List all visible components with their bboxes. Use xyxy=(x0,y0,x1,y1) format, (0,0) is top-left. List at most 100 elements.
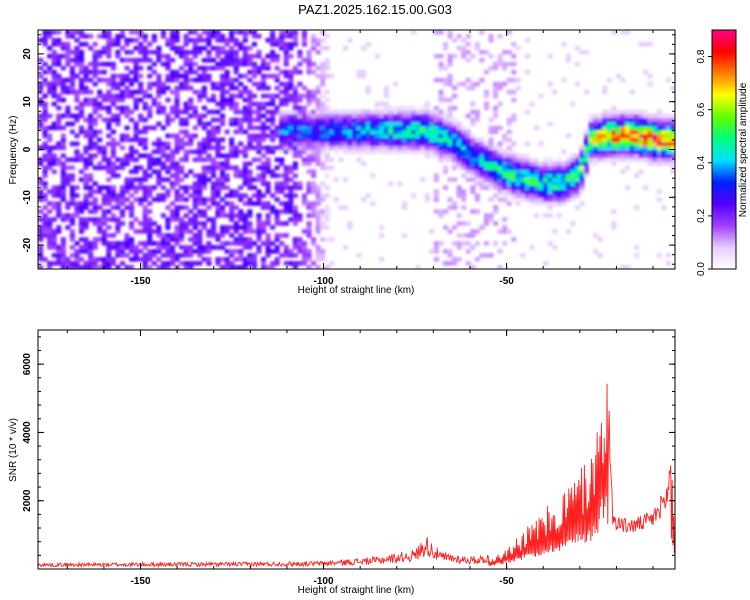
heatmap-cell xyxy=(183,33,189,39)
heatmap-cell xyxy=(229,249,235,254)
heatmap-cell xyxy=(556,181,562,186)
heatmap-cell xyxy=(315,65,321,71)
heatmap-cell xyxy=(233,121,239,127)
heatmap-cell xyxy=(670,129,675,135)
heatmap-cell xyxy=(156,137,162,143)
heatmap-cell xyxy=(524,185,530,190)
heatmap-cell xyxy=(420,177,426,182)
heatmap-cell xyxy=(115,265,121,269)
heatmap-cell xyxy=(247,133,253,139)
heatmap-cell xyxy=(315,137,321,143)
heatmap-cell xyxy=(488,173,494,178)
heatmap-cell xyxy=(47,217,53,222)
heatmap-cell xyxy=(415,121,421,127)
heatmap-cell xyxy=(156,193,162,198)
heatmap-cell xyxy=(297,93,303,99)
heatmap-cell xyxy=(411,117,417,123)
heatmap-cell xyxy=(392,109,399,115)
heatmap-cell xyxy=(56,121,62,127)
heatmap-cell xyxy=(438,93,444,99)
x-tick-label: -100 xyxy=(314,276,334,287)
heatmap-cell xyxy=(629,109,635,115)
heatmap-cell xyxy=(197,149,203,155)
heatmap-cell xyxy=(215,153,221,159)
heatmap-cell xyxy=(179,237,185,242)
heatmap-cell xyxy=(92,153,98,159)
heatmap-cell xyxy=(311,201,317,206)
heatmap-cell xyxy=(561,169,567,174)
heatmap-cell xyxy=(465,113,471,119)
heatmap-cell xyxy=(51,81,57,87)
heatmap-cell xyxy=(42,217,48,222)
heatmap-cell xyxy=(438,53,444,59)
heatmap-cell xyxy=(615,125,621,131)
heatmap-cell xyxy=(356,157,362,163)
heatmap-cell xyxy=(83,193,89,198)
heatmap-cell xyxy=(288,117,294,123)
heatmap-cell xyxy=(543,185,549,190)
heatmap-cell xyxy=(238,249,244,254)
heatmap-cell xyxy=(365,149,371,155)
heatmap-cell xyxy=(320,69,326,75)
heatmap-cell xyxy=(147,125,153,131)
heatmap-cell xyxy=(479,165,485,171)
heatmap-cell xyxy=(201,169,207,174)
heatmap-cell xyxy=(51,233,57,238)
heatmap-cell xyxy=(311,41,317,47)
heatmap-cell xyxy=(634,117,640,123)
heatmap-cell xyxy=(433,137,439,143)
heatmap-cell xyxy=(324,185,330,190)
heatmap-cell xyxy=(265,189,271,194)
heatmap-cell xyxy=(69,245,75,250)
heatmap-cell xyxy=(611,133,617,139)
heatmap-cell xyxy=(215,137,221,143)
heatmap-cell xyxy=(529,157,535,163)
heatmap-cell xyxy=(220,77,226,83)
heatmap-cell xyxy=(174,161,180,167)
heatmap-cell xyxy=(311,125,317,131)
heatmap-cell xyxy=(620,117,626,123)
heatmap-cell xyxy=(370,141,376,147)
heatmap-cell xyxy=(483,181,490,186)
heatmap-cell xyxy=(174,105,180,111)
heatmap-cell xyxy=(92,241,98,246)
heatmap-cell xyxy=(183,61,189,67)
heatmap-cell xyxy=(156,141,162,147)
heatmap-cell xyxy=(238,173,244,178)
heatmap-cell xyxy=(42,185,48,190)
heatmap-cell xyxy=(652,129,658,135)
heatmap-cell xyxy=(220,105,226,111)
heatmap-cell xyxy=(606,133,612,139)
heatmap-cell xyxy=(215,65,221,71)
heatmap-cell xyxy=(124,157,130,163)
heatmap-cell xyxy=(256,173,262,178)
heatmap-cell xyxy=(169,37,176,43)
heatmap-cell xyxy=(565,173,571,178)
heatmap-cell xyxy=(388,113,394,119)
heatmap-cell xyxy=(169,161,176,167)
heatmap-cell xyxy=(301,197,308,202)
heatmap-cell xyxy=(493,85,499,91)
heatmap-cell xyxy=(110,81,116,87)
heatmap-cell xyxy=(447,197,453,202)
heatmap-cell xyxy=(383,117,389,123)
heatmap-cell xyxy=(129,257,135,262)
heatmap-cell xyxy=(442,169,449,174)
heatmap-cell xyxy=(138,181,144,186)
heatmap-cell xyxy=(179,145,185,151)
heatmap-cell xyxy=(465,129,471,135)
heatmap-cell xyxy=(456,193,462,198)
heatmap-cell xyxy=(169,173,176,178)
heatmap-cell xyxy=(179,253,185,258)
heatmap-cell xyxy=(306,97,312,103)
heatmap-cell xyxy=(260,129,267,135)
heatmap-cell xyxy=(51,85,57,91)
heatmap-cell xyxy=(47,189,53,194)
heatmap-cell xyxy=(429,113,435,119)
heatmap-cell xyxy=(138,97,144,103)
heatmap-cell xyxy=(174,197,180,202)
heatmap-cell xyxy=(638,113,644,119)
heatmap-cell xyxy=(210,233,217,238)
heatmap-cell xyxy=(511,97,517,103)
heatmap-cell xyxy=(74,89,80,95)
